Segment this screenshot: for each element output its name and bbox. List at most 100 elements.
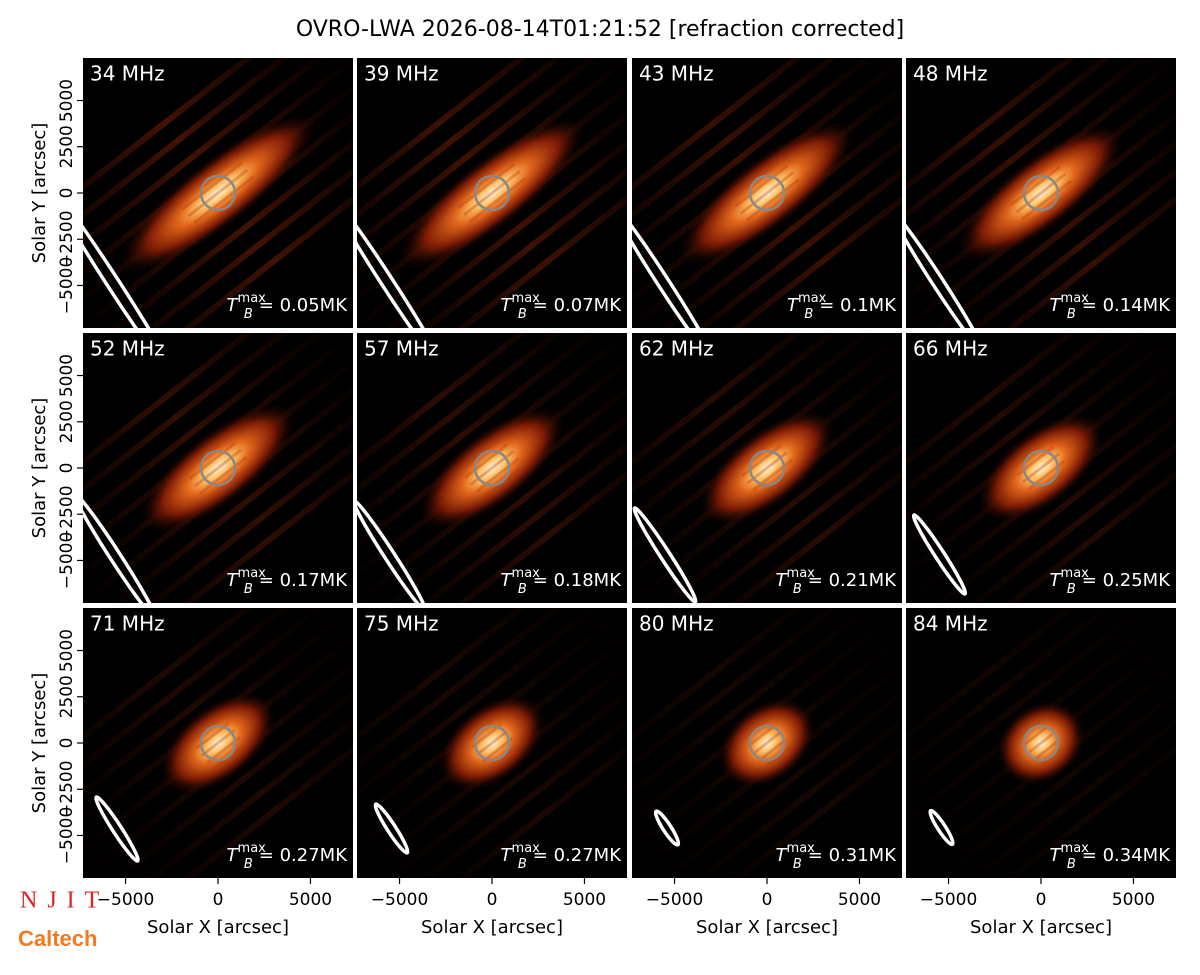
panel [632,58,902,328]
panel [906,333,1176,603]
panel [83,333,353,603]
panel [83,58,353,328]
tb-part: max [238,566,267,581]
streak [83,58,351,284]
caltech-logo: Caltech [18,926,97,951]
streak [85,652,353,878]
streak [357,58,611,267]
streak [648,119,902,328]
x-tick-label: −5000 [920,890,978,910]
streak [906,333,1160,542]
y-tick-label: 0 [57,463,77,474]
tb-part: = 0.18MK [533,570,622,591]
tb-label: Tmax B = 0.31MK [776,841,898,872]
fringe [1009,165,1061,207]
emission [117,111,319,275]
tb-part: max [1061,291,1090,306]
x-axis-label: Solar X [arcsec] [970,917,1112,938]
fringe [470,723,503,749]
beam [373,802,410,855]
tb-part: = 0.05MK [259,295,348,316]
y-tick-label: −2500 [57,485,77,543]
y-tick-label: 0 [57,738,77,749]
fringe [1021,179,1073,221]
tb-part: max [787,841,816,856]
streak [632,333,900,559]
streak [935,686,1176,878]
y-tick-label: −5000 [57,807,77,865]
streak [632,608,886,817]
x-axis-label: Solar X [arcsec] [147,917,289,938]
logos: NJIT Caltech [18,888,109,951]
frequency-label: 62 MHz [639,337,714,361]
streak [357,58,598,250]
frequency-label: 52 MHz [90,337,165,361]
tb-label: Tmax B = 0.34MK [1050,841,1172,872]
fringe [193,175,255,225]
fringe [745,178,800,222]
streak [935,136,1176,328]
streak [906,58,1174,284]
source [632,58,902,328]
x-tick-label: −5000 [97,890,155,910]
streak [908,377,1176,603]
beam [911,513,968,596]
emission [956,123,1126,263]
streak [112,411,353,603]
x-tick-label: 5000 [563,890,606,910]
y-tick-label: 5000 [57,629,77,672]
source [632,608,902,878]
tb-label: Tmax B = 0.1MK [787,291,897,322]
streak [83,333,337,542]
streak [906,333,1147,525]
tb-part: T [501,570,514,591]
tb-part: max [798,291,827,306]
emission [676,119,858,267]
y-tick-label: 0 [57,188,77,199]
y-tick-label: 2500 [57,125,77,168]
streak [85,377,353,603]
emission [396,115,588,271]
source [632,333,902,603]
beam [94,795,140,863]
source [83,608,353,878]
tb-part: B [244,582,253,597]
source [83,333,353,603]
x-tick-label: 0 [213,890,224,910]
tb-part: T [787,295,800,316]
njit-logo: NJIT [20,888,109,914]
fringe [1022,452,1060,484]
tb-part: max [512,291,541,306]
beam [632,203,716,328]
beam [906,210,985,328]
tb-label: Tmax B = 0.17MK [227,566,349,597]
streak [906,333,1174,559]
fringe [194,448,242,488]
tb-part: T [1050,845,1063,866]
tb-part: = 0.07MK [533,295,622,316]
emission [976,412,1106,524]
frequency-label: 75 MHz [364,612,439,636]
tb-part: B [1067,857,1076,872]
fringe [463,170,521,216]
frequency-label: 34 MHz [90,62,165,86]
streak [83,58,324,250]
fringe [469,450,515,486]
tb-part: = 0.34MK [1082,845,1171,866]
solar-disk [473,449,511,487]
x-tick-label: 5000 [289,890,332,910]
streak [373,119,627,328]
tb-label: Tmax B = 0.21MK [776,566,898,597]
emission [138,401,298,535]
streak [85,102,353,328]
x-tick-label: 5000 [838,890,881,910]
streak [112,136,353,328]
streak [632,333,873,525]
streak [935,411,1176,603]
panel [906,608,1176,878]
y-axis-label: Solar Y [arcsec] [29,673,50,814]
streak [634,102,902,328]
streak [99,394,353,603]
source [906,333,1176,603]
y-axis-label: Solar Y [arcsec] [29,123,50,264]
